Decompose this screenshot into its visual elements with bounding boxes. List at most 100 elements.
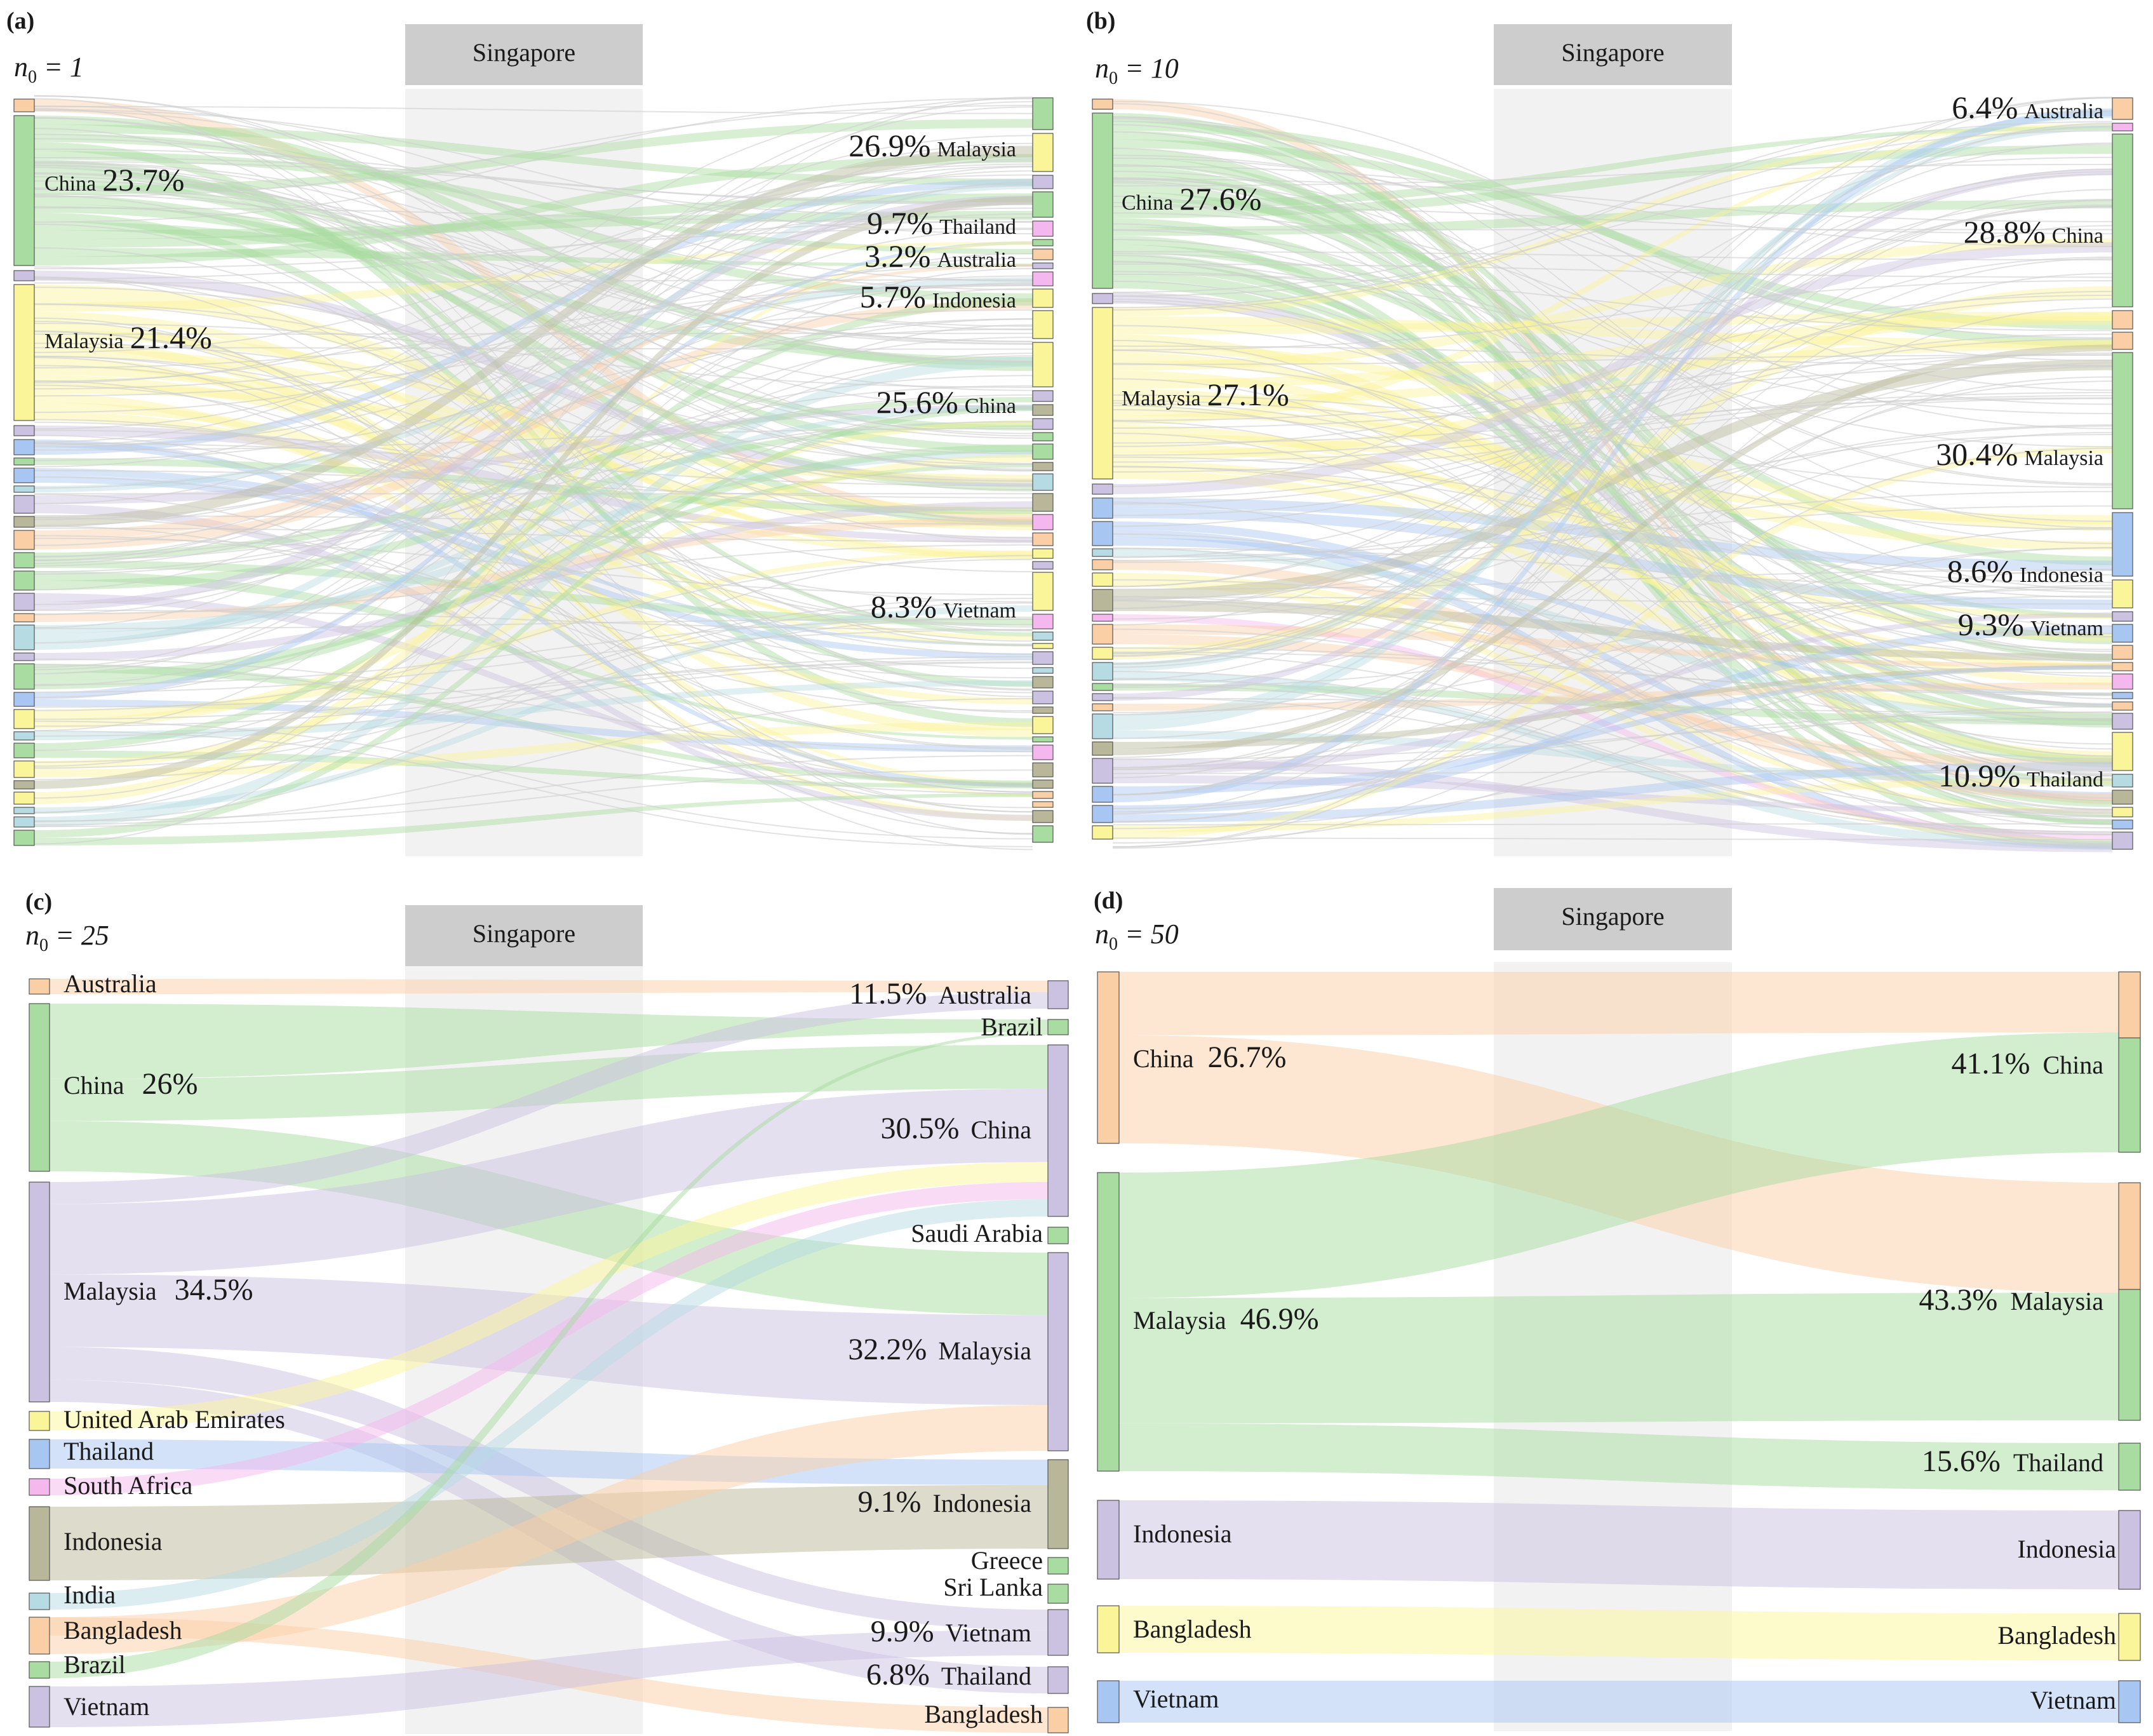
left-node xyxy=(1092,624,1113,645)
left-node xyxy=(13,570,35,591)
flow-band xyxy=(1113,316,2112,389)
flow-line xyxy=(34,257,1033,527)
flow-line xyxy=(34,309,1033,397)
left-country: Brazil xyxy=(64,1650,126,1679)
flow-band xyxy=(34,241,1033,312)
flow-band xyxy=(34,271,1033,487)
flow-line xyxy=(34,98,1033,835)
right-country: Australia xyxy=(937,248,1016,272)
flow-line xyxy=(34,166,1033,732)
flow-line xyxy=(1113,271,2112,415)
flow-line xyxy=(34,421,1033,603)
left-node-5 xyxy=(29,1478,50,1496)
flow-band xyxy=(50,1032,1048,1678)
flow-line xyxy=(1113,177,2112,590)
right-node xyxy=(2112,732,2133,771)
right-node xyxy=(1032,676,1054,689)
flow-line xyxy=(34,286,1033,455)
left-country: Indonesia xyxy=(1133,1519,1232,1548)
flow-band xyxy=(34,357,1033,737)
flow-line xyxy=(34,597,1033,763)
flow-band xyxy=(1113,443,2112,619)
right-node xyxy=(1032,432,1054,441)
right-country: Brazil xyxy=(981,1013,1043,1041)
flow-line xyxy=(34,525,1033,786)
flow-band xyxy=(1113,311,2112,335)
flow-line xyxy=(1113,837,2112,840)
flow-band xyxy=(1113,573,2112,815)
flow-line xyxy=(34,342,1033,482)
panel-4: Singapore (d) n0 = 50 China 26.7% Malaysia 46.… xyxy=(1094,887,2141,1731)
flow-line xyxy=(1113,392,2112,456)
right-percent: 15.6% xyxy=(1922,1444,2001,1478)
flow-band xyxy=(34,750,1033,789)
flow-band xyxy=(1113,537,2112,696)
flow-line xyxy=(1113,123,2112,815)
right-node xyxy=(1032,736,1054,743)
flow-line xyxy=(1113,171,2112,588)
right-node xyxy=(1032,532,1054,546)
flow-band xyxy=(34,264,1033,540)
right-country: Indonesia xyxy=(2017,1535,2116,1563)
flow-line xyxy=(1113,292,2112,677)
flow-line xyxy=(34,97,1033,814)
left-country: Malaysia xyxy=(44,330,124,353)
flow-line xyxy=(1113,173,2112,665)
flow-line xyxy=(1113,547,2112,816)
flow-line xyxy=(1113,671,2112,835)
flow-line xyxy=(34,95,1033,464)
right-node xyxy=(1032,133,1054,172)
flow-line xyxy=(34,602,1033,769)
flow-band xyxy=(34,298,1033,751)
left-node xyxy=(13,652,35,661)
flow-band xyxy=(34,124,1033,185)
flow-band xyxy=(34,133,1033,302)
flow-band xyxy=(1113,218,2112,708)
flow-line xyxy=(1113,260,2112,750)
flow-line xyxy=(1113,378,2112,829)
n0-symbol: n xyxy=(25,920,39,951)
flow-line xyxy=(34,163,1033,384)
left-percent: 26% xyxy=(142,1067,198,1101)
flow-band xyxy=(1113,508,2112,610)
flow-band xyxy=(50,1405,1048,1654)
left-node xyxy=(1092,741,1113,756)
flow-band xyxy=(1113,199,2112,236)
right-node xyxy=(2118,971,2141,1039)
flow-line xyxy=(1113,280,2112,696)
flow-line xyxy=(1113,204,2112,657)
right-percent: 9.1% xyxy=(858,1485,922,1519)
left-node xyxy=(13,760,35,778)
right-label-4: 9.3% Vietnam xyxy=(1958,607,2103,642)
flow-line xyxy=(1113,100,2112,391)
left-node xyxy=(13,624,35,650)
flow-line xyxy=(1113,683,2112,833)
flow-line xyxy=(1113,584,2112,810)
flow-line xyxy=(1113,256,2112,610)
flows xyxy=(1119,972,2119,1723)
flow-line xyxy=(1113,823,2112,826)
flow-band xyxy=(1119,972,2119,1035)
flow-line xyxy=(1113,595,2112,689)
right-label-8: 9.9% Vietnam xyxy=(871,1615,1031,1648)
flow-line xyxy=(1113,394,2112,488)
left-node-china xyxy=(13,115,35,266)
right-label-4: 32.2% Malaysia xyxy=(848,1333,1031,1366)
n0-symbol: n xyxy=(14,51,28,83)
flow-line xyxy=(34,185,1033,558)
left-node xyxy=(13,552,35,569)
left-label-2: Indonesia xyxy=(1133,1519,1232,1548)
flow-line xyxy=(1113,394,2112,463)
flow-band xyxy=(34,221,1033,366)
left-label-10: Vietnam xyxy=(64,1692,149,1721)
right-node xyxy=(1032,473,1054,491)
left-node xyxy=(13,530,35,550)
flow-line xyxy=(1113,405,2112,745)
left-node xyxy=(1092,548,1113,557)
flow-line xyxy=(34,365,1033,656)
flow-band xyxy=(1119,1293,2119,1423)
flow-line xyxy=(34,661,1033,708)
left-label-1: Malaysia 21.4% xyxy=(44,320,212,355)
right-percent: 8.3% xyxy=(871,589,937,624)
right-country: Greece xyxy=(971,1546,1043,1575)
